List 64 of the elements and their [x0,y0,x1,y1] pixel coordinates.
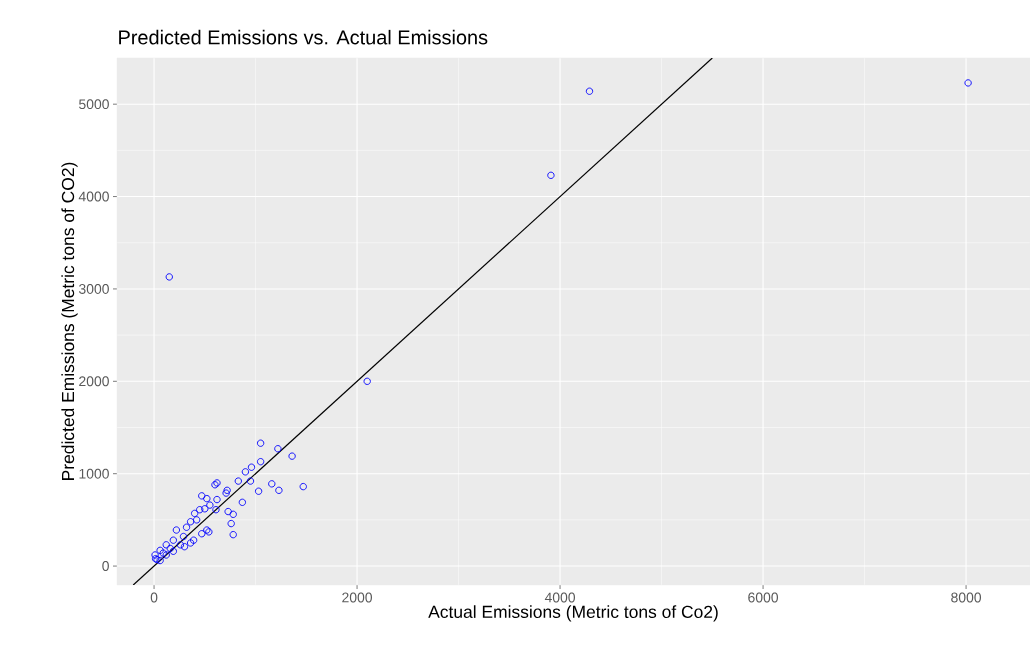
point [162,541,170,549]
point [964,79,972,87]
point [288,452,296,460]
point [182,523,191,531]
x-tick-label: 8000 [951,592,982,603]
point [224,507,232,516]
point [176,541,185,549]
point [223,486,231,494]
point [172,526,181,534]
point [229,510,237,518]
point [191,509,199,518]
point [196,506,204,514]
y-tick-label: 3000 [78,283,109,294]
point [186,539,195,547]
point [186,518,195,526]
point [268,480,276,488]
chart-title: Predicted Emissions vs. Actual Emissions [119,29,488,45]
point [238,498,246,506]
point [213,495,221,504]
point [547,171,555,179]
point [363,377,371,385]
x-tick-label: 2000 [342,592,373,603]
x-tick-label: 0 [150,592,158,603]
point [254,487,263,495]
y-tick-label: 1000 [79,468,109,479]
point [180,543,189,551]
point [299,482,307,491]
point [275,486,283,494]
point [212,506,220,514]
point [256,458,265,466]
y-tick-label: 2000 [79,376,109,387]
point [227,519,235,528]
x-tick-label: 6000 [748,592,779,603]
point [229,531,237,539]
y-axis-title: Predicted Emissions (Metric tons of CO2) [61,162,78,480]
point [179,532,188,541]
point [201,505,209,513]
point [193,516,201,524]
point [169,536,177,544]
y-tick-label: 0 [102,561,109,571]
point [203,494,211,503]
point [274,445,282,453]
point [206,501,214,509]
point [156,546,164,555]
point [162,551,170,559]
y-tick-label: 4000 [78,191,109,202]
point [222,489,230,497]
point [189,536,198,544]
point [198,492,206,500]
point [256,439,265,447]
point [241,468,250,476]
point [585,87,594,95]
point [151,551,159,559]
point [247,463,256,471]
x-axis-title: Actual Emissions (Metric tons of Co2) [428,605,718,622]
x-tick-label: 4000 [544,592,576,603]
point [165,273,173,281]
point [234,477,242,485]
point [159,549,167,557]
y-tick-label: 5000 [79,99,109,110]
point [166,544,174,553]
point [169,547,177,555]
point [198,530,206,538]
point [246,477,255,485]
